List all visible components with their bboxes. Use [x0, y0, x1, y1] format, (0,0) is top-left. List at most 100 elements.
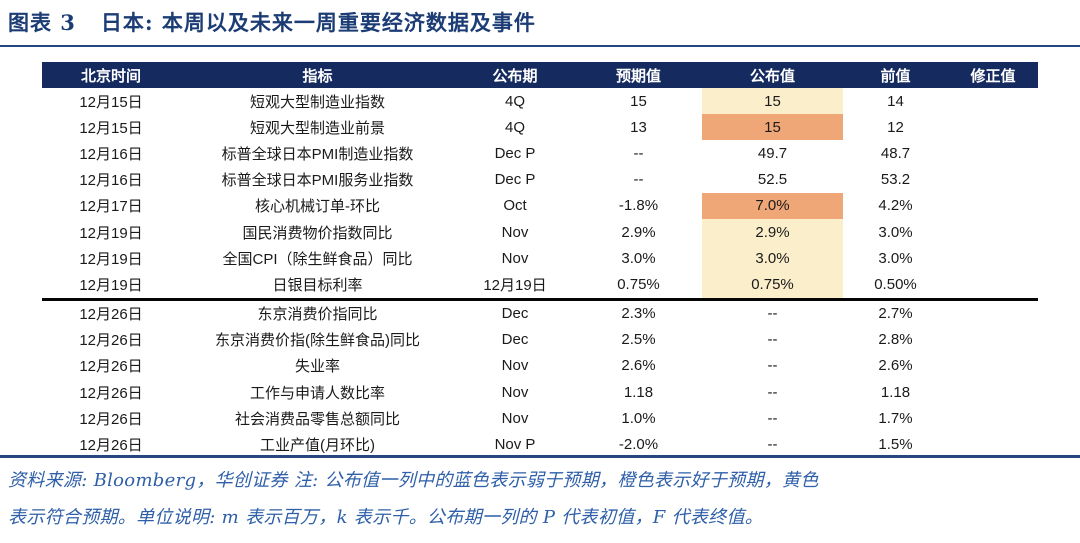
cell-revised	[948, 140, 1038, 166]
cell-revised	[948, 271, 1038, 301]
cell-indicator: 日银目标利率	[180, 271, 455, 301]
cell-period: Dec P	[494, 171, 536, 189]
cell-date: 12月26日	[79, 332, 143, 350]
cell-revised	[948, 219, 1038, 245]
cell-indicator: 失业率	[294, 358, 340, 376]
cell-date: 12月16日	[79, 172, 143, 190]
cell-announced: 49.7	[757, 144, 788, 162]
cell-expected: 15	[630, 92, 647, 110]
cell-revised	[948, 327, 1038, 353]
cell-revised	[948, 245, 1038, 271]
cell-period: Nov P	[494, 436, 536, 454]
table-row: 12月16日 标普全球日本PMI制造业指数 Dec P -- 49.7 48.7	[42, 140, 1038, 166]
table-row: 12月26日 工作与申请人数比率 Nov 1.18 -- 1.18	[42, 379, 1038, 405]
cell-date: 12月19日	[42, 271, 180, 301]
cell-expected: 2.6%	[621, 357, 656, 375]
cell-announced: --	[767, 331, 778, 349]
cell-expected: 3.0%	[621, 249, 656, 267]
cell-indicator: 东京消费价指(除生鲜食品)同比	[215, 332, 420, 350]
cell-expected: --	[633, 171, 644, 189]
cell-previous: 48.7	[880, 144, 911, 162]
cell-period: Dec P	[494, 144, 536, 162]
cell-expected: -1.8%	[618, 197, 659, 215]
cell-date: 12月26日	[79, 437, 143, 455]
cell-announced: --	[767, 357, 778, 375]
cell-announced: 52.5	[757, 171, 788, 189]
source-note-line1: 资料来源: Bloomberg，华创证券 注: 公布值一列中的蓝色表示弱于预期，…	[8, 470, 819, 491]
table-row: 12月15日 短观大型制造业指数 4Q 15 15 14	[42, 88, 1038, 115]
cell-announced: --	[767, 305, 778, 323]
table-row: 12月19日 全国CPI（除生鲜食品）同比 Nov 3.0% 3.0% 3.0%	[42, 245, 1038, 272]
cell-indicator: 全国CPI（除生鲜食品）同比	[222, 250, 413, 268]
cell-date: 12月19日	[79, 224, 143, 242]
cell-revised	[948, 114, 1038, 140]
cell-previous: 1.7%	[878, 409, 913, 427]
cell-date: 12月15日	[79, 93, 143, 111]
table-row: 12月19日 国民消费物价指数同比 Nov 2.9% 2.9% 3.0%	[42, 218, 1038, 246]
cell-revised	[948, 88, 1038, 114]
cell-announced: 15	[702, 88, 843, 115]
cell-announced: 3.0%	[702, 245, 843, 272]
cell-period: Nov	[501, 357, 529, 375]
cell-date: 12月16日	[79, 145, 143, 163]
cell-revised	[948, 299, 1038, 327]
cell-indicator: 核心机械订单-环比	[255, 198, 380, 216]
cell-previous: 2.7%	[878, 305, 913, 323]
column-header-1: 北京时间	[42, 62, 180, 88]
column-header-4: 预期值	[575, 62, 702, 88]
cell-previous: 14	[887, 92, 904, 110]
cell-announced: --	[767, 409, 778, 427]
table-row: 12月16日 标普全球日本PMI服务业指数 Dec P -- 52.5 53.2	[42, 167, 1038, 193]
cell-previous: 1.5%	[878, 436, 913, 454]
cell-previous: 1.18	[880, 383, 911, 401]
cell-expected: -2.0%	[618, 436, 659, 454]
cell-previous: 2.6%	[878, 357, 913, 375]
cell-announced: --	[767, 436, 778, 454]
table-row: 12月26日 失业率 Nov 2.6% -- 2.6%	[42, 353, 1038, 379]
table-row: 12月15日 短观大型制造业前景 4Q 13 15 12	[42, 114, 1038, 141]
table-row: 12月26日 东京消费价指(除生鲜食品)同比 Dec 2.5% -- 2.8%	[42, 327, 1038, 353]
cell-period: Dec	[501, 331, 529, 349]
cell-period: Nov	[501, 223, 529, 241]
column-header-7: 修正值	[948, 62, 1038, 88]
cell-expected: --	[633, 144, 644, 162]
source-note: 资料来源: Bloomberg，华创证券 注: 公布值一列中的蓝色表示弱于预期，…	[8, 462, 1074, 536]
cell-revised	[948, 353, 1038, 379]
cell-date: 12月26日	[79, 358, 143, 376]
table-row: 12月26日 东京消费价指同比 Dec 2.3% -- 2.7%	[42, 299, 1038, 327]
cell-period: Nov	[501, 409, 529, 427]
cell-announced: 2.9%	[702, 218, 843, 246]
table-row: 12月26日 社会消费品零售总额同比 Nov 1.0% -- 1.7%	[42, 405, 1038, 431]
column-header-2: 指标	[180, 62, 455, 88]
cell-previous: 3.0%	[878, 249, 913, 267]
cell-revised	[948, 405, 1038, 431]
cell-indicator: 东京消费价指同比	[257, 306, 378, 324]
cell-expected: 1.0%	[621, 409, 656, 427]
cell-announced: 7.0%	[702, 192, 843, 219]
cell-previous: 53.2	[880, 171, 911, 189]
cell-expected: 0.75%	[575, 271, 702, 301]
cell-period: Nov	[501, 383, 529, 401]
economic-data-table: 北京时间 指标 公布期 预期值 公布值 前值 修正值 12月15日 短观大型制造业指数 4Q 15…	[42, 62, 1038, 458]
cell-previous: 3.0%	[878, 223, 913, 241]
cell-previous: 0.50%	[843, 271, 948, 301]
cell-period: 4Q	[504, 92, 525, 110]
cell-period: 12月19日	[455, 271, 575, 301]
table-row: 12月19日 日银目标利率 12月19日 0.75% 0.75% 0.50%	[42, 271, 1038, 301]
cell-date: 12月15日	[79, 119, 143, 137]
cell-expected: 2.5%	[621, 331, 656, 349]
cell-expected: 1.18	[623, 383, 654, 401]
column-header-5: 公布值	[702, 62, 843, 88]
cell-indicator: 工作与申请人数比率	[249, 384, 385, 402]
cell-date: 12月26日	[79, 384, 143, 402]
figure-title: 图表 3 日本: 本周以及未来一周重要经济数据及事件	[8, 10, 536, 35]
cell-date: 12月17日	[79, 198, 143, 216]
cell-expected: 2.9%	[621, 223, 656, 241]
cell-period: Nov	[501, 249, 529, 267]
cell-announced: 15	[702, 114, 843, 141]
cell-previous: 4.2%	[878, 197, 913, 215]
cell-period: 4Q	[504, 118, 525, 136]
cell-period: Dec	[501, 305, 529, 323]
cell-indicator: 社会消费品零售总额同比	[234, 410, 400, 428]
